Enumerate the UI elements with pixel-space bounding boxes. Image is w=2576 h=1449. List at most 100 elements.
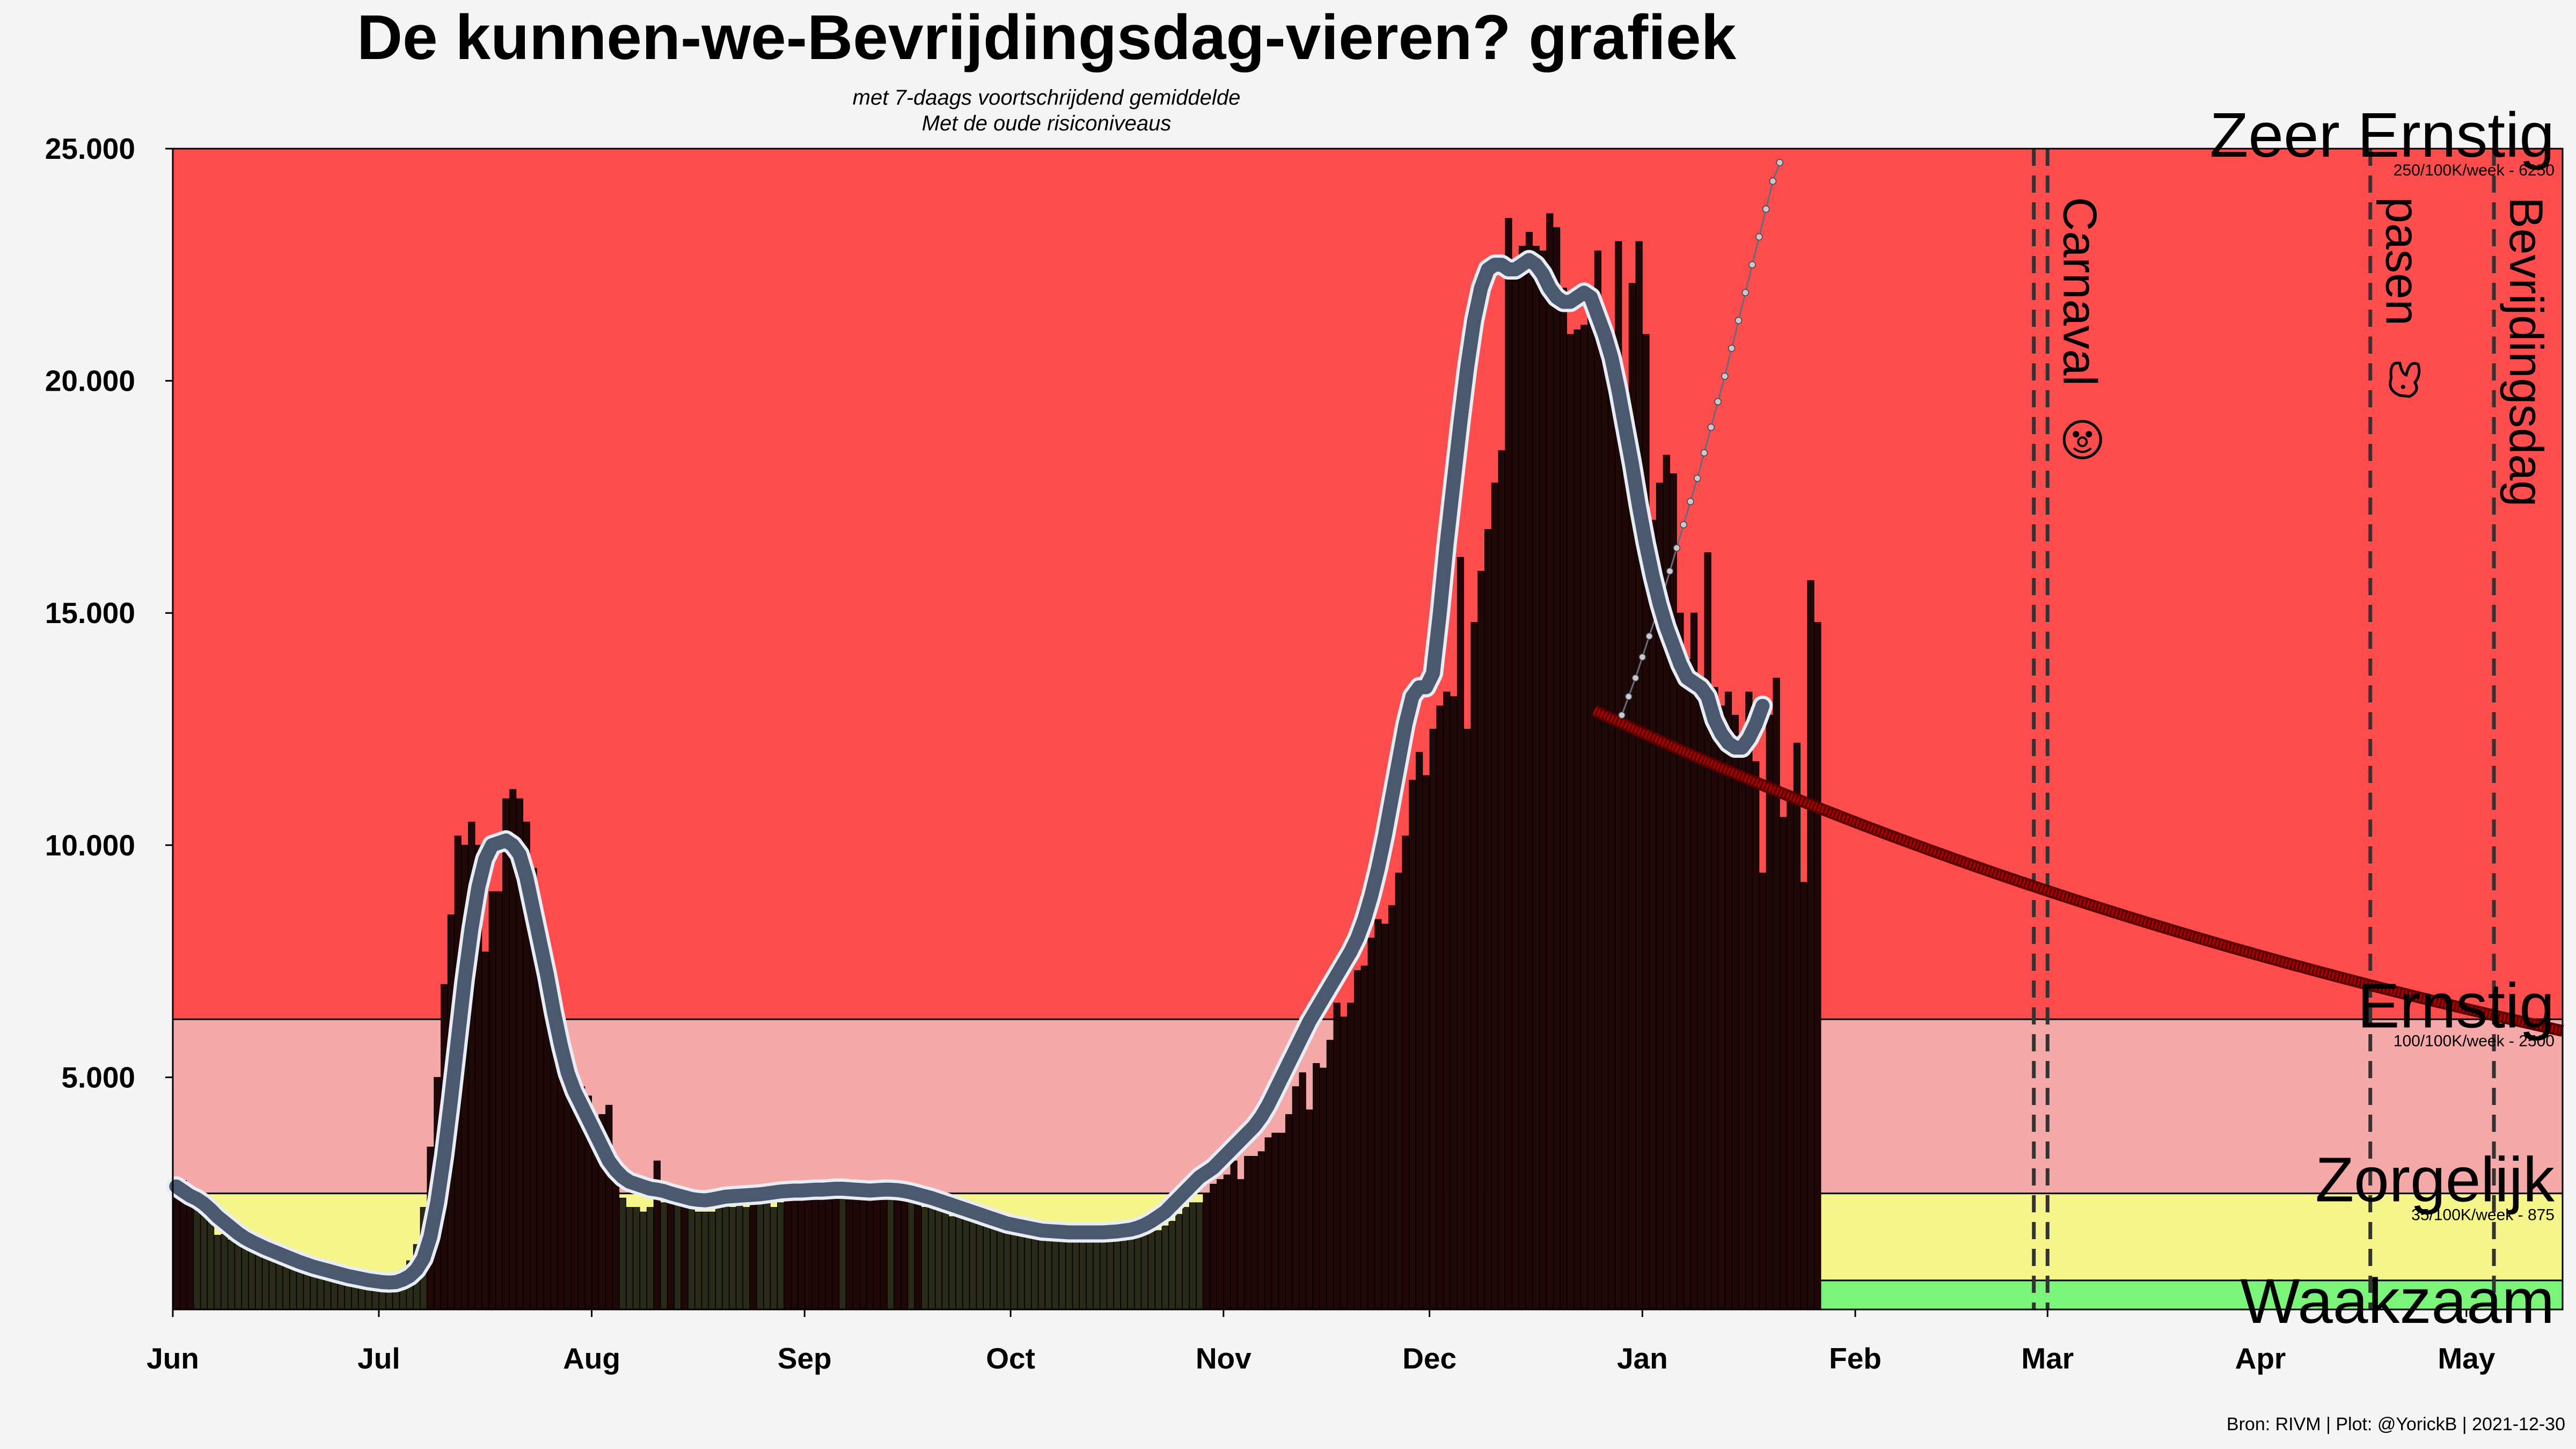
daily-bar: [1271, 1132, 1279, 1310]
daily-bar: [1800, 882, 1807, 1310]
daily-bar: [1731, 715, 1739, 1310]
daily-bar: [1127, 1235, 1135, 1310]
daily-bar: [832, 1193, 839, 1310]
daily-bar: [1443, 691, 1451, 1310]
projection-growth-point: [1631, 674, 1640, 682]
daily-bar: [894, 1183, 901, 1310]
daily-bar: [1353, 970, 1362, 1310]
daily-bar: [1807, 580, 1814, 1310]
daily-bar: [1189, 1202, 1197, 1310]
daily-bar: [969, 1216, 977, 1310]
daily-bar: [1793, 742, 1801, 1310]
daily-bar: [804, 1188, 812, 1310]
daily-bar: [1388, 905, 1396, 1310]
projection-growth-point: [1714, 398, 1722, 406]
daily-bar: [1539, 250, 1547, 1310]
daily-bar: [1230, 1160, 1238, 1310]
daily-bar: [873, 1188, 881, 1310]
projection-growth-point: [1687, 497, 1694, 506]
rolling-average: [166, 250, 1773, 1293]
y-tick-label: 15.000: [45, 596, 135, 630]
daily-bar: [1319, 1067, 1327, 1310]
daily-bar: [1244, 1155, 1252, 1310]
daily-bar: [749, 1188, 757, 1310]
daily-bar: [1484, 529, 1492, 1310]
projection-growth-point: [1755, 233, 1763, 241]
daily-bar: [1292, 1086, 1299, 1310]
daily-bar: [633, 1207, 640, 1310]
daily-bar: [859, 1193, 867, 1310]
clown-face-icon: [2062, 420, 2102, 459]
daily-bar: [1011, 1225, 1018, 1310]
daily-bar: [1223, 1174, 1231, 1310]
projection-growth-point: [1769, 177, 1777, 185]
daily-bar: [591, 1142, 599, 1310]
daily-bar: [1580, 325, 1588, 1310]
daily-bar: [1608, 380, 1615, 1310]
daily-bar: [701, 1211, 709, 1310]
daily-bar: [722, 1197, 729, 1310]
daily-bar: [1079, 1235, 1087, 1310]
daily-bar: [1285, 1114, 1293, 1310]
daily-bar: [269, 1256, 276, 1310]
daily-bar: [248, 1249, 255, 1310]
daily-bar: [1724, 691, 1732, 1310]
daily-bar: [640, 1211, 647, 1310]
daily-bar: [1141, 1232, 1148, 1310]
plot-frame: [172, 148, 2564, 1311]
daily-bar: [200, 1209, 208, 1310]
daily-bar: [948, 1216, 956, 1310]
daily-bar: [1182, 1207, 1190, 1310]
daily-bar: [488, 891, 496, 1310]
projection-growth-point: [1735, 317, 1743, 324]
daily-bar: [1814, 622, 1821, 1310]
daily-bar: [914, 1193, 922, 1310]
risk-zone-name: Zeer Ernstig: [2209, 100, 2555, 171]
daily-bar: [708, 1211, 716, 1310]
daily-bar: [1567, 334, 1574, 1310]
daily-bar: [777, 1202, 785, 1310]
daily-bar: [976, 1221, 984, 1310]
daily-bar: [481, 952, 489, 1310]
daily-bar: [1759, 873, 1767, 1310]
daily-bar: [1031, 1235, 1038, 1310]
daily-bar: [241, 1245, 249, 1310]
projection-growth-point: [1776, 159, 1784, 166]
daily-bar: [1100, 1235, 1107, 1310]
projection-growth-line: [1621, 162, 1781, 716]
x-tick-label: Feb: [1829, 1342, 1882, 1375]
projection-growth-point: [1707, 423, 1715, 431]
daily-bar: [1045, 1230, 1052, 1310]
daily-bar: [1024, 1230, 1031, 1310]
daily-bar: [1306, 1109, 1313, 1310]
projection-growth-point: [1693, 474, 1701, 482]
daily-bar: [818, 1193, 826, 1310]
x-tick-label: May: [2438, 1342, 2495, 1375]
daily-bar: [1134, 1232, 1141, 1310]
daily-bar: [1498, 450, 1505, 1310]
x-tick-label: Aug: [563, 1342, 620, 1375]
daily-bar: [214, 1235, 221, 1310]
daily-bar: [228, 1239, 235, 1310]
daily-bar: [1553, 227, 1561, 1310]
clown-eye: [2085, 431, 2092, 438]
projection-growth-point: [1721, 372, 1729, 380]
x-tick-label: Mar: [2021, 1342, 2074, 1375]
daily-bar: [694, 1211, 702, 1310]
daily-bar: [275, 1260, 283, 1310]
daily-bar: [680, 1193, 689, 1310]
daily-bar: [255, 1251, 262, 1310]
daily-bar: [901, 1193, 908, 1310]
daily-bar: [1457, 557, 1465, 1310]
daily-bar: [887, 1197, 894, 1310]
daily-bar: [1148, 1230, 1155, 1310]
chart-title: De kunnen-we-Bevrijdingsdag-vieren? graf…: [357, 2, 1737, 73]
event-label: Bevrijdingsdag: [2500, 197, 2553, 507]
event-label: Carnaval: [2053, 197, 2106, 386]
chart-subtitle-line1: met 7-daags voortschrijdend gemiddelde: [853, 86, 1241, 109]
daily-bar: [1347, 1002, 1355, 1310]
daily-bar: [1086, 1239, 1094, 1310]
clown-nose: [2077, 436, 2088, 448]
daily-bar: [1333, 1002, 1341, 1310]
